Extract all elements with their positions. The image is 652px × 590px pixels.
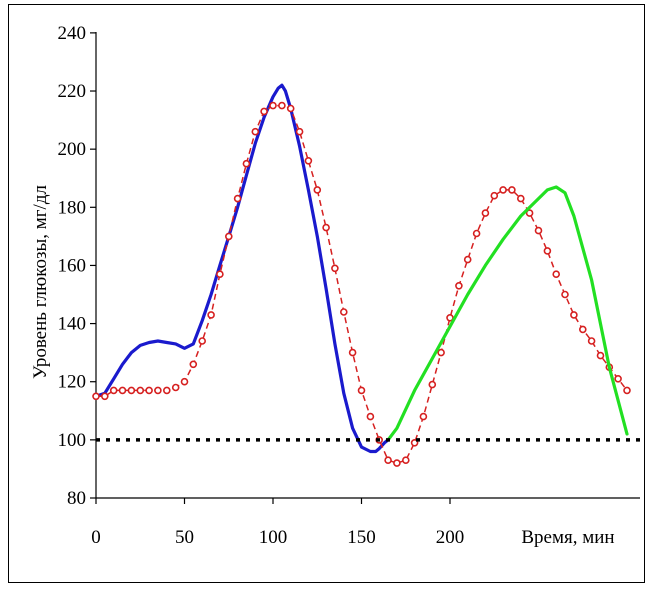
data-point — [339, 308, 348, 316]
data-point — [260, 107, 268, 116]
x-tick-label: 200 — [436, 527, 465, 548]
data-point — [543, 247, 552, 255]
data-point — [534, 226, 543, 235]
series-line — [96, 104, 628, 464]
data-point — [92, 392, 100, 401]
data-point — [357, 386, 366, 395]
data-point — [393, 459, 401, 467]
data-point — [437, 348, 445, 357]
data-point — [278, 101, 286, 110]
data-point — [295, 127, 304, 136]
data-point — [463, 255, 472, 264]
y-axis-title: Уровень глюкозы, мг/дл — [30, 185, 51, 379]
data-point — [499, 186, 507, 194]
data-point — [552, 270, 561, 279]
y-tick-label: 200 — [58, 139, 87, 160]
data-point — [516, 194, 525, 203]
data-point — [614, 374, 622, 383]
y-tick-label: 80 — [67, 488, 86, 509]
data-point — [384, 456, 392, 465]
data-point — [366, 412, 375, 421]
data-point — [171, 383, 180, 392]
data-point — [118, 386, 127, 395]
data-point — [242, 159, 251, 168]
data-point — [508, 186, 516, 194]
data-point — [136, 386, 145, 395]
data-point — [596, 351, 605, 360]
data-point — [561, 290, 569, 299]
data-point — [331, 264, 339, 273]
data-point — [207, 311, 215, 319]
data-point — [109, 386, 118, 395]
x-ticks: 0 50 100 150 200 — [91, 498, 464, 548]
y-tick-label: 180 — [58, 197, 87, 218]
y-tick-label: 220 — [58, 81, 87, 102]
green-curve — [386, 185, 629, 442]
series-line — [386, 185, 629, 442]
data-point — [304, 157, 313, 165]
x-tick-label: 0 — [91, 527, 101, 548]
data-point — [198, 337, 206, 345]
y-ticks: 80 100 120 140 160 180 200 220 240 — [58, 23, 96, 509]
data-point — [419, 412, 428, 421]
blue-curve — [94, 83, 390, 454]
data-point — [587, 337, 596, 345]
x-tick-label: 150 — [347, 527, 376, 548]
data-point — [401, 456, 410, 465]
data-point — [216, 270, 224, 279]
data-point — [472, 229, 481, 238]
data-point — [455, 281, 463, 290]
data-point — [490, 191, 499, 200]
data-point — [269, 101, 277, 110]
series-layer — [92, 83, 645, 467]
series-line — [94, 83, 390, 454]
data-point — [322, 223, 330, 232]
data-point — [189, 360, 198, 369]
data-point — [313, 186, 322, 194]
data-point — [154, 386, 162, 395]
x-tick-label: 100 — [259, 527, 288, 548]
data-point — [251, 127, 260, 136]
data-point — [348, 348, 357, 357]
data-point — [225, 232, 233, 241]
x-axis-title: Время, мин — [521, 527, 614, 548]
data-point — [525, 209, 534, 217]
data-point — [286, 104, 295, 113]
data-point — [623, 386, 631, 395]
data-point — [481, 209, 490, 217]
data-point — [145, 386, 153, 395]
y-tick-label: 100 — [58, 430, 87, 451]
data-point — [163, 386, 171, 395]
data-point — [101, 392, 109, 401]
data-point — [127, 386, 136, 395]
data-point — [428, 380, 437, 389]
data-point — [233, 194, 242, 203]
axes — [95, 32, 640, 499]
red-circle-curve — [92, 101, 631, 467]
data-point — [578, 325, 587, 334]
y-tick-label: 160 — [58, 255, 87, 276]
y-tick-label: 140 — [58, 314, 87, 335]
y-tick-label: 120 — [58, 372, 87, 393]
y-tick-label: 240 — [58, 23, 87, 44]
data-point — [180, 377, 189, 386]
data-point — [570, 311, 578, 319]
x-tick-label: 50 — [175, 527, 194, 548]
